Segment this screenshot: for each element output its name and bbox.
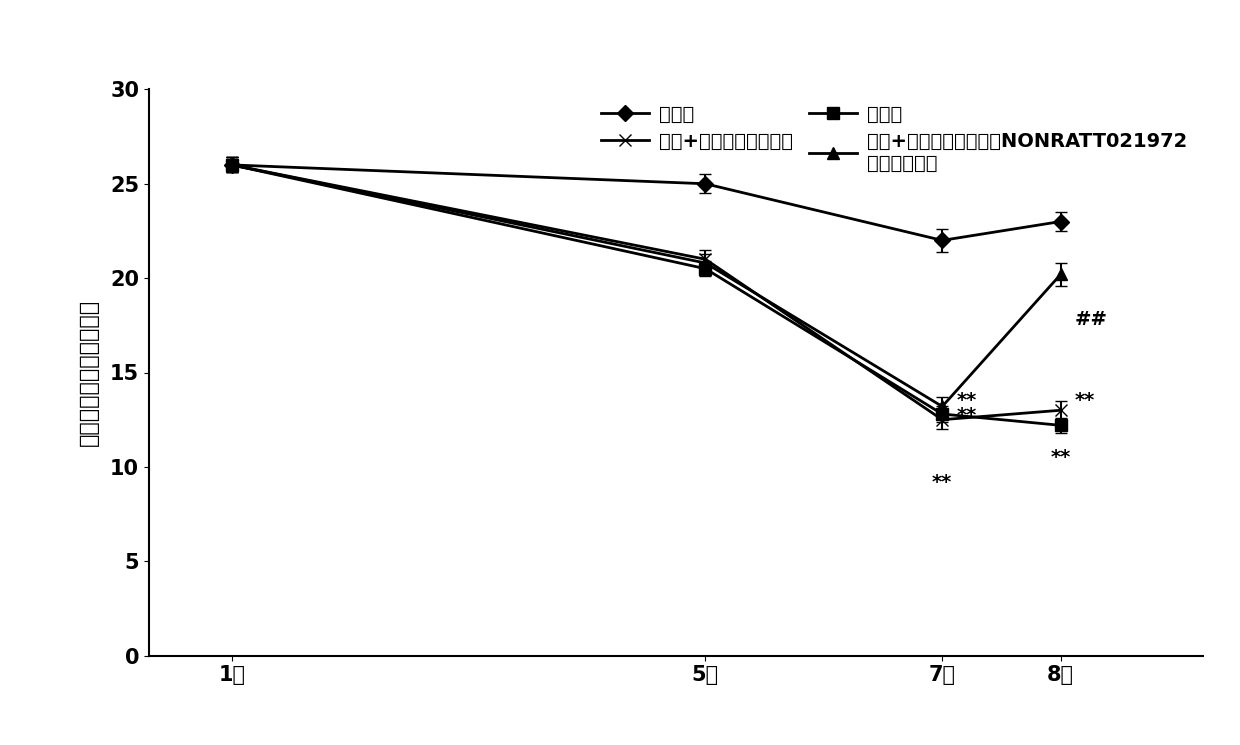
Text: **: ** bbox=[1050, 448, 1071, 467]
Text: **: ** bbox=[1075, 391, 1095, 410]
Text: **: ** bbox=[956, 407, 977, 425]
Text: **: ** bbox=[956, 391, 977, 410]
Text: ##: ## bbox=[1075, 310, 1107, 329]
Y-axis label: 机械缩足反射阙値（克）: 机械缩足反射阙値（克） bbox=[79, 299, 99, 446]
Text: **: ** bbox=[932, 472, 952, 492]
Legend: 对照组, 模型+乱序小干扰处理组, 模型组, 模型+长非编码核糖核酸NONRATT021972
小干扰处理组: 对照组, 模型+乱序小干扰处理组, 模型组, 模型+长非编码核糖核酸NONRAT… bbox=[595, 99, 1193, 179]
